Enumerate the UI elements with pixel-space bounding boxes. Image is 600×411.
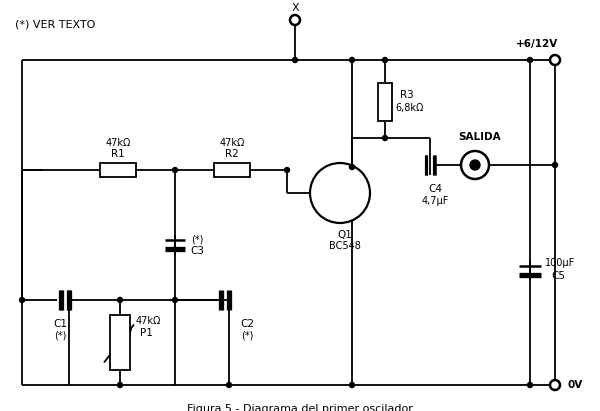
Text: (*): (*) <box>191 234 203 244</box>
Text: X: X <box>291 3 299 13</box>
Circle shape <box>284 168 290 173</box>
Circle shape <box>383 58 388 62</box>
Text: (*): (*) <box>54 330 66 340</box>
FancyBboxPatch shape <box>100 163 136 177</box>
Text: BC548: BC548 <box>329 241 361 251</box>
Circle shape <box>470 160 480 170</box>
Text: C3: C3 <box>190 246 204 256</box>
Circle shape <box>118 298 122 302</box>
Circle shape <box>118 383 122 388</box>
Circle shape <box>349 164 355 169</box>
Text: 47kΩ: 47kΩ <box>136 316 161 326</box>
Text: +6/12V: +6/12V <box>516 39 558 49</box>
Text: 6,8kΩ: 6,8kΩ <box>396 103 424 113</box>
Text: SALIDA: SALIDA <box>458 132 502 142</box>
Text: Q1: Q1 <box>338 230 352 240</box>
Circle shape <box>173 298 178 302</box>
Circle shape <box>550 380 560 390</box>
FancyBboxPatch shape <box>378 83 392 121</box>
Text: R3: R3 <box>400 90 414 100</box>
FancyBboxPatch shape <box>214 163 250 177</box>
Circle shape <box>173 168 178 173</box>
Text: 47kΩ: 47kΩ <box>106 138 131 148</box>
Circle shape <box>310 163 370 223</box>
Text: R1: R1 <box>111 149 125 159</box>
Circle shape <box>553 162 557 168</box>
Text: 0V: 0V <box>568 380 583 390</box>
Text: R2: R2 <box>225 149 239 159</box>
Circle shape <box>461 151 489 179</box>
Text: C4: C4 <box>428 184 442 194</box>
Circle shape <box>527 383 533 388</box>
Text: 4,7μF: 4,7μF <box>421 196 449 206</box>
Circle shape <box>349 58 355 62</box>
Text: Figura 5 - Diagrama del primer oscilador: Figura 5 - Diagrama del primer oscilador <box>187 404 413 411</box>
Text: P1: P1 <box>140 328 152 337</box>
Circle shape <box>290 15 300 25</box>
Circle shape <box>349 383 355 388</box>
Circle shape <box>527 58 533 62</box>
Text: C5: C5 <box>551 271 565 281</box>
Circle shape <box>19 298 25 302</box>
Text: (*): (*) <box>241 330 253 340</box>
Text: C1: C1 <box>53 319 67 329</box>
Circle shape <box>383 136 388 141</box>
Text: (*) VER TEXTO: (*) VER TEXTO <box>15 20 95 30</box>
Text: 47kΩ: 47kΩ <box>220 138 245 148</box>
Circle shape <box>550 55 560 65</box>
Circle shape <box>227 383 232 388</box>
Bar <box>110 315 130 370</box>
Circle shape <box>293 58 298 62</box>
Text: C2: C2 <box>240 319 254 329</box>
Text: 100μF: 100μF <box>545 258 575 268</box>
